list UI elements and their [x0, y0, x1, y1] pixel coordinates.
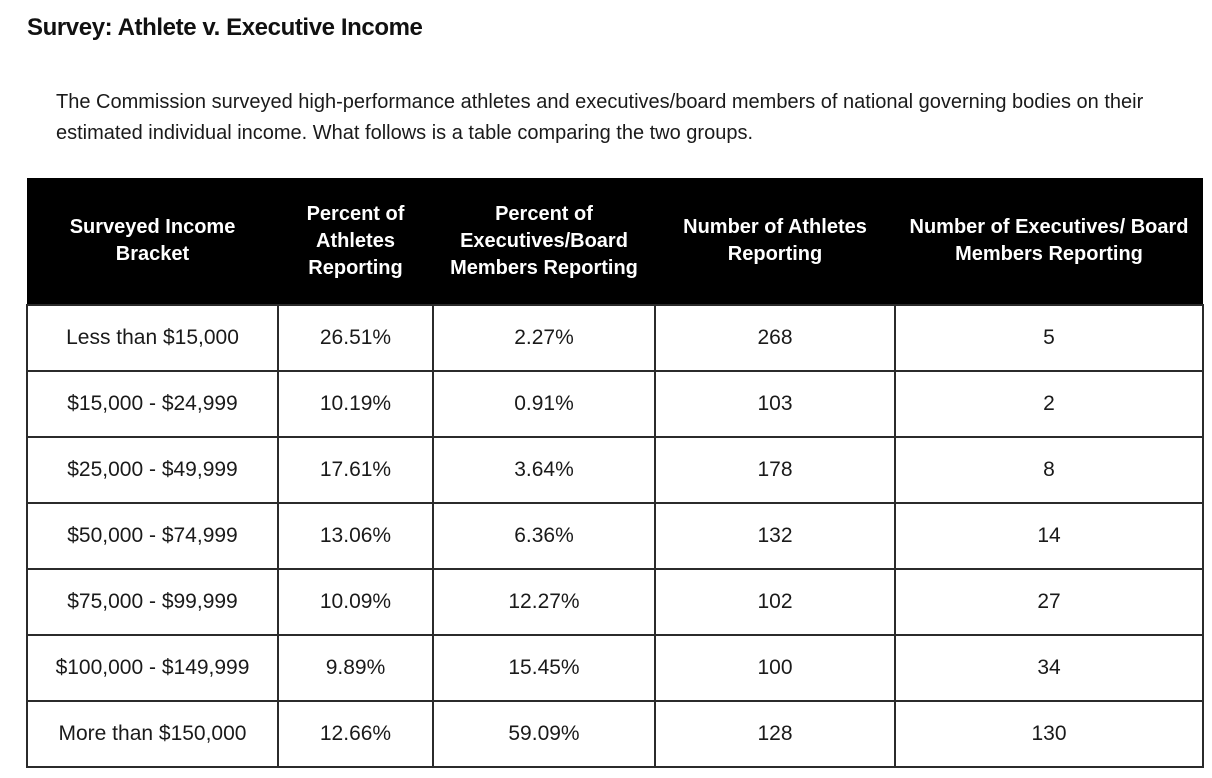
percent-athletes-cell: 13.06% — [277, 502, 434, 570]
header-row: Surveyed Income Bracket Percent of Athle… — [27, 178, 1203, 305]
header-income-bracket: Surveyed Income Bracket — [27, 178, 278, 305]
percent-athletes-cell: 10.19% — [277, 370, 434, 438]
number-executives-cell: 27 — [894, 568, 1204, 636]
percent-executives-cell: 59.09% — [432, 700, 656, 768]
number-athletes-cell: 100 — [654, 634, 896, 702]
percent-athletes-cell: 10.09% — [277, 568, 434, 636]
header-percent-athletes: Percent of Athletes Reporting — [278, 178, 433, 305]
table-row: $75,000 - $99,999 10.09% 12.27% 102 27 — [26, 568, 1204, 636]
income-survey-table: Surveyed Income Bracket Percent of Athle… — [26, 178, 1204, 768]
number-athletes-cell: 268 — [654, 304, 896, 372]
number-executives-cell: 14 — [894, 502, 1204, 570]
percent-executives-cell: 3.64% — [432, 436, 656, 504]
number-executives-cell: 34 — [894, 634, 1204, 702]
income-bracket-cell: More than $150,000 — [26, 700, 279, 768]
income-bracket-cell: $15,000 - $24,999 — [26, 370, 279, 438]
table-body: Less than $15,000 26.51% 2.27% 268 5 $15… — [26, 304, 1204, 768]
table-header: Surveyed Income Bracket Percent of Athle… — [27, 178, 1203, 305]
number-athletes-cell: 128 — [654, 700, 896, 768]
percent-executives-cell: 0.91% — [432, 370, 656, 438]
table-row: $15,000 - $24,999 10.19% 0.91% 103 2 — [26, 370, 1204, 438]
intro-paragraph: The Commission surveyed high-performance… — [56, 91, 1144, 144]
income-bracket-cell: $75,000 - $99,999 — [26, 568, 279, 636]
income-bracket-cell: $100,000 - $149,999 — [26, 634, 279, 702]
number-athletes-cell: 103 — [654, 370, 896, 438]
table-row: Less than $15,000 26.51% 2.27% 268 5 — [26, 304, 1204, 372]
number-athletes-cell: 178 — [654, 436, 896, 504]
percent-executives-cell: 12.27% — [432, 568, 656, 636]
income-bracket-cell: Less than $15,000 — [26, 304, 279, 372]
table-row: $50,000 - $74,999 13.06% 6.36% 132 14 — [26, 502, 1204, 570]
percent-athletes-cell: 12.66% — [277, 700, 434, 768]
percent-executives-cell: 15.45% — [432, 634, 656, 702]
number-executives-cell: 130 — [894, 700, 1204, 768]
table-row: $25,000 - $49,999 17.61% 3.64% 178 8 — [26, 436, 1204, 504]
page-title: Survey: Athlete v. Executive Income — [27, 14, 423, 41]
number-executives-cell: 5 — [894, 304, 1204, 372]
income-bracket-cell: $25,000 - $49,999 — [26, 436, 279, 504]
percent-executives-cell: 6.36% — [432, 502, 656, 570]
header-number-executives: Number of Executives/ Board Members Repo… — [895, 178, 1203, 305]
percent-athletes-cell: 9.89% — [277, 634, 434, 702]
number-athletes-cell: 132 — [654, 502, 896, 570]
percent-athletes-cell: 26.51% — [277, 304, 434, 372]
percent-athletes-cell: 17.61% — [277, 436, 434, 504]
income-bracket-cell: $50,000 - $74,999 — [26, 502, 279, 570]
header-number-athletes: Number of Athletes Reporting — [655, 178, 895, 305]
table-row: More than $150,000 12.66% 59.09% 128 130 — [26, 700, 1204, 768]
number-athletes-cell: 102 — [654, 568, 896, 636]
number-executives-cell: 8 — [894, 436, 1204, 504]
number-executives-cell: 2 — [894, 370, 1204, 438]
table-row: $100,000 - $149,999 9.89% 15.45% 100 34 — [26, 634, 1204, 702]
percent-executives-cell: 2.27% — [432, 304, 656, 372]
header-percent-executives: Percent of Executives/Board Members Repo… — [433, 178, 655, 305]
